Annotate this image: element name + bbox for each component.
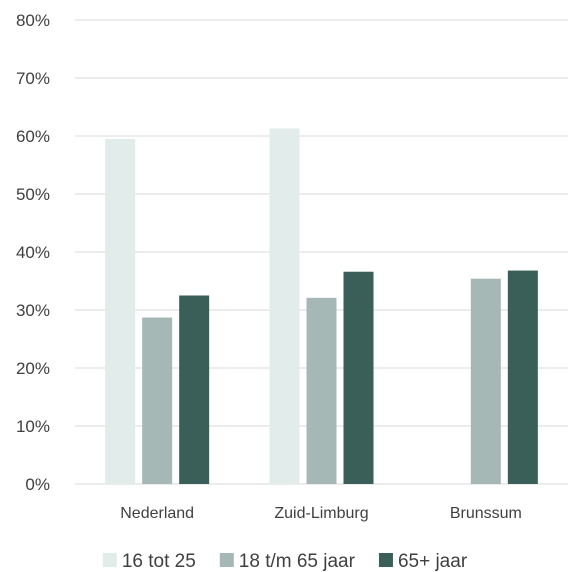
y-axis-tick-labels: 0% 10% 20% 30% 40% 50% 60% 70% 80% (16, 11, 50, 494)
bar-brunssum-series-3 (507, 270, 538, 484)
y-tick-label: 70% (16, 69, 50, 88)
y-tick-label: 20% (16, 359, 50, 378)
legend-label: 18 t/m 65 jaar (239, 551, 356, 572)
legend-label: 16 tot 25 (122, 551, 196, 572)
category-label: Zuid-Limburg (274, 505, 368, 522)
legend: 16 tot 25 18 t/m 65 jaar 65+ jaar (102, 551, 468, 572)
legend-item: 16 tot 25 (102, 551, 196, 572)
y-tick-label: 10% (16, 417, 50, 436)
category-label: Nederland (120, 505, 194, 522)
category-label: Brunssum (450, 505, 522, 522)
bar-zuid-limburg-series-3 (343, 271, 374, 484)
bar-brunssum-series-2 (470, 278, 501, 484)
bars (105, 128, 538, 484)
legend-swatch (219, 553, 234, 567)
legend-swatch (102, 553, 117, 567)
bar-nederland-series-1 (105, 138, 136, 484)
y-tick-label: 60% (16, 127, 50, 146)
legend-swatch (378, 553, 393, 567)
bar-zuid-limburg-series-1 (269, 128, 300, 484)
bar-nederland-series-3 (179, 295, 210, 484)
y-tick-label: 80% (16, 11, 50, 30)
bar-nederland-series-2 (142, 317, 173, 484)
bar-zuid-limburg-series-2 (306, 297, 337, 484)
y-tick-label: 50% (16, 185, 50, 204)
legend-item: 18 t/m 65 jaar (219, 551, 356, 572)
y-tick-label: 40% (16, 243, 50, 262)
legend-item: 65+ jaar (378, 551, 468, 572)
y-tick-label: 0% (25, 475, 50, 494)
legend-label: 65+ jaar (398, 551, 468, 572)
category-labels: Nederland Zuid-Limburg Brunssum (120, 505, 522, 522)
y-tick-label: 30% (16, 301, 50, 320)
